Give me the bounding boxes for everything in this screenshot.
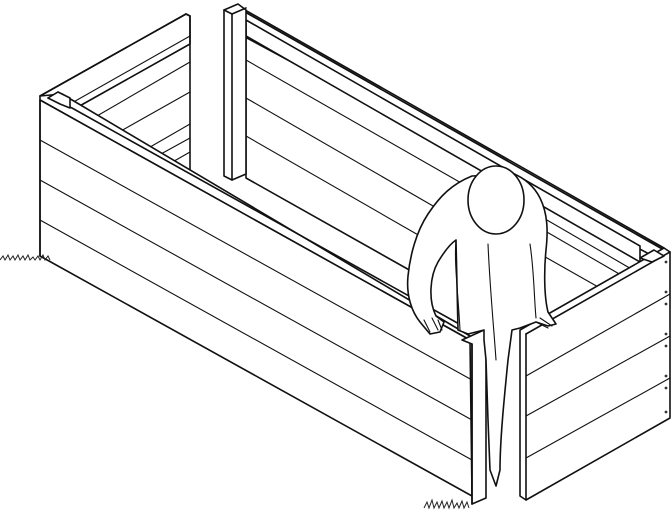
person-figure [406, 165, 557, 487]
right-end-wall [519, 247, 671, 501]
front-long-wall [39, 91, 487, 505]
corner-post [223, 3, 247, 181]
grass-tufts [0, 253, 470, 510]
